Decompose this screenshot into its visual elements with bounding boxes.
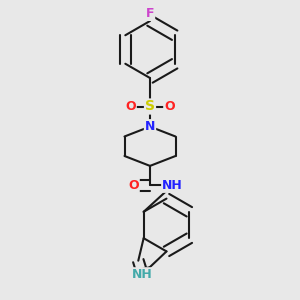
Text: O: O [125, 100, 136, 113]
Text: NH: NH [132, 268, 153, 281]
Text: F: F [146, 7, 154, 20]
Text: N: N [145, 120, 155, 133]
Text: O: O [164, 100, 175, 113]
Text: S: S [145, 100, 155, 113]
Text: NH: NH [162, 179, 183, 192]
Text: O: O [128, 179, 139, 192]
